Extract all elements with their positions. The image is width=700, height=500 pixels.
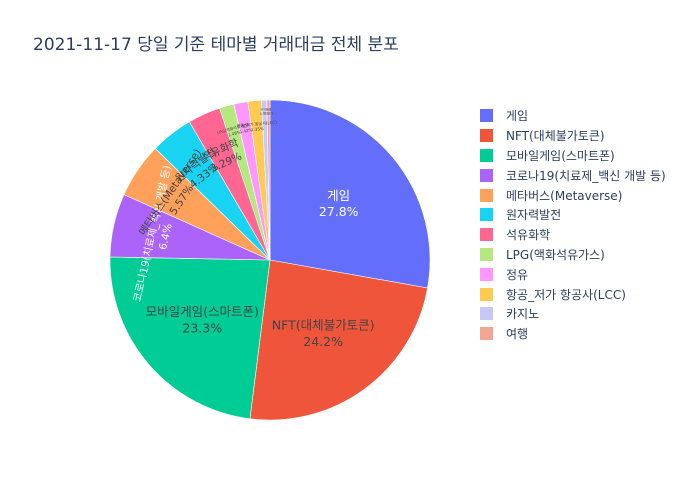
legend-label: NFT(대체불가토큰) (506, 129, 605, 144)
slice-percent-label: 24.2% (303, 334, 343, 349)
slice-percent-label: 0.55% (260, 111, 270, 115)
legend-item[interactable]: 정유 (480, 264, 666, 284)
legend-item[interactable]: 모바일게임(스마트폰) (480, 146, 666, 166)
slice-label: 정유 (241, 121, 250, 128)
legend-label: 원자력발전 (506, 208, 562, 223)
legend-label: 메타버스(Metaverse) (506, 188, 623, 203)
slice-percent-label: 1.42% (239, 127, 253, 134)
legend-label: 항공_저가 항공사(LCC) (506, 287, 626, 302)
slice-percent-label: 0.31% (264, 111, 274, 115)
legend-item[interactable]: 코로나19(치료제_백신 개발 등) (480, 165, 666, 185)
legend-swatch (480, 188, 493, 202)
legend-swatch (480, 208, 493, 222)
legend-label: 석유화학 (506, 228, 551, 243)
legend-swatch (480, 148, 493, 162)
legend-swatch (480, 228, 493, 242)
legend-label: 카지노 (506, 307, 540, 322)
legend-label: 여행 (506, 327, 529, 342)
chart-title: 2021-11-17 당일 기준 테마별 거래대금 전체 분포 (33, 35, 399, 55)
legend-item[interactable]: 여행 (480, 324, 666, 344)
pie-slice[interactable] (249, 259, 428, 421)
legend-swatch (480, 168, 493, 182)
slice-label: 카지노 (260, 107, 269, 112)
legend-item[interactable]: 메타버스(Metaverse) (480, 185, 666, 205)
legend-item[interactable]: 석유화학 (480, 225, 666, 245)
slice-percent-label: 6.4% (157, 222, 175, 251)
legend-item[interactable]: NFT(대체불가토큰) (480, 126, 666, 146)
legend-item[interactable]: 원자력발전 (480, 205, 666, 225)
pie-slice[interactable] (109, 256, 271, 420)
legend-label: 모바일게임(스마트폰) (506, 148, 615, 163)
slice-percent-label: 1.48% (228, 129, 242, 137)
legend-label: 코로나19(치료제_백신 개발 등) (506, 168, 666, 183)
slice-percent-label: 23.3% (182, 320, 222, 335)
slice-label: 여행 (266, 107, 272, 112)
legend-swatch (480, 307, 493, 321)
legend: 게임 NFT(대체불가토큰) 모바일게임(스마트폰) 코로나19(치료제_백신 개발 … (480, 106, 666, 344)
pie-slice[interactable] (266, 99, 271, 261)
legend-swatch (480, 247, 493, 261)
slice-label: 항공_저가 항공사(LCC) (237, 118, 278, 128)
legend-item[interactable]: 항공_저가 항공사(LCC) (480, 284, 666, 304)
legend-item[interactable]: 게임 (480, 106, 666, 126)
legend-swatch (480, 287, 493, 301)
legend-label: LPG(액화석유가스) (506, 247, 605, 262)
slice-label: 게임 (327, 188, 350, 203)
legend-swatch (480, 327, 493, 341)
legend-swatch (480, 109, 493, 123)
slice-percent-label: 27.8% (319, 204, 359, 219)
slice-label: 모바일게임(스마트폰) (146, 304, 259, 319)
slice-percent-label: 1.35% (251, 126, 264, 132)
pie-slice[interactable] (269, 99, 431, 289)
legend-item[interactable]: 카지노 (480, 304, 666, 324)
legend-label: 게임 (506, 109, 529, 124)
legend-swatch (480, 129, 493, 143)
legend-label: 정유 (506, 267, 529, 282)
slice-label: NFT(대체불가토큰) (272, 318, 375, 333)
legend-swatch (480, 267, 493, 281)
legend-item[interactable]: LPG(액화석유가스) (480, 245, 666, 265)
